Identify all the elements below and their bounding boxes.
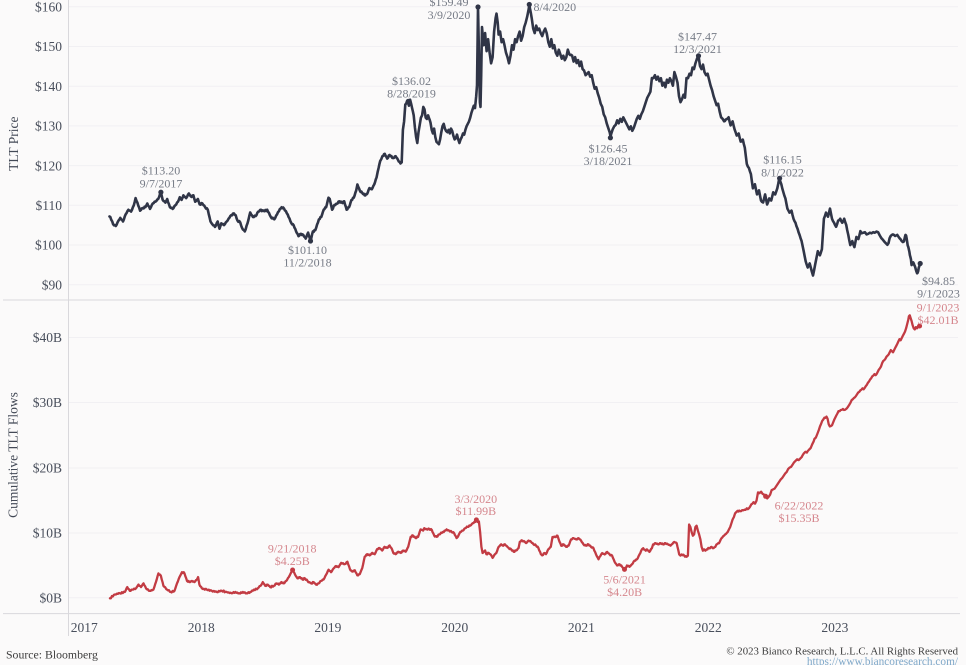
svg-text:3/9/2020: 3/9/2020 [428, 8, 471, 22]
svg-text:2022: 2022 [695, 620, 722, 635]
svg-text:$20B: $20B [33, 461, 62, 476]
svg-text:$160: $160 [35, 0, 62, 15]
svg-text:$126.45: $126.45 [589, 141, 628, 155]
svg-text:Cumulative TLT Flows: Cumulative TLT Flows [6, 392, 21, 518]
svg-text:© 2023 Bianco Research, L.L.C.: © 2023 Bianco Research, L.L.C. All Right… [726, 645, 958, 657]
svg-text:$11.99B: $11.99B [456, 504, 497, 518]
svg-text:3/18/2021: 3/18/2021 [584, 154, 633, 168]
svg-text:8/4/2020: 8/4/2020 [534, 0, 577, 14]
svg-text:$94.85: $94.85 [922, 274, 955, 288]
svg-text:$147.47: $147.47 [678, 29, 717, 43]
svg-text:9/1/2023: 9/1/2023 [917, 287, 960, 301]
svg-text:$4.25B: $4.25B [275, 554, 310, 568]
svg-text:2020: 2020 [441, 620, 468, 635]
svg-text:6/22/2022: 6/22/2022 [775, 499, 824, 513]
svg-text:$30B: $30B [33, 395, 62, 410]
svg-text:12/3/2021: 12/3/2021 [673, 42, 722, 56]
svg-text:https://www.biancoresearch.com: https://www.biancoresearch.com/ [807, 656, 959, 665]
svg-text:$159.49: $159.49 [430, 0, 469, 9]
svg-text:2021: 2021 [568, 620, 595, 635]
svg-text:2018: 2018 [188, 620, 215, 635]
svg-text:2023: 2023 [821, 620, 848, 635]
svg-text:$120: $120 [35, 158, 62, 173]
svg-text:9/21/2018: 9/21/2018 [268, 541, 317, 555]
svg-text:$0B: $0B [39, 590, 62, 605]
svg-text:$10B: $10B [33, 526, 62, 541]
svg-text:2019: 2019 [314, 620, 341, 635]
svg-text:9/7/2017: 9/7/2017 [140, 176, 183, 190]
svg-text:$42.01B: $42.01B [917, 313, 958, 327]
svg-text:$113.20: $113.20 [142, 164, 181, 178]
svg-text:$101.10: $101.10 [288, 243, 327, 257]
svg-text:$40B: $40B [33, 330, 62, 345]
svg-text:$150: $150 [35, 39, 62, 54]
svg-text:$130: $130 [35, 119, 62, 134]
svg-text:$4.20B: $4.20B [607, 585, 642, 599]
svg-text:$100: $100 [35, 238, 62, 253]
svg-text:Source: Bloomberg: Source: Bloomberg [6, 648, 98, 662]
svg-text:$136.02: $136.02 [392, 74, 431, 88]
svg-text:$140: $140 [35, 79, 62, 94]
svg-text:2017: 2017 [71, 620, 98, 635]
svg-text:TLT Price: TLT Price [6, 117, 21, 171]
svg-text:11/2/2018: 11/2/2018 [283, 256, 331, 270]
svg-text:3/3/2020: 3/3/2020 [454, 492, 497, 506]
svg-text:5/6/2021: 5/6/2021 [603, 573, 646, 587]
svg-text:8/1/2022: 8/1/2022 [761, 165, 804, 179]
svg-text:8/28/2019: 8/28/2019 [387, 87, 436, 101]
svg-text:$110: $110 [36, 198, 63, 213]
svg-text:$116.15: $116.15 [763, 153, 802, 167]
svg-text:9/1/2023: 9/1/2023 [917, 301, 960, 315]
svg-text:$15.35B: $15.35B [778, 511, 819, 525]
svg-text:$90: $90 [42, 277, 63, 292]
